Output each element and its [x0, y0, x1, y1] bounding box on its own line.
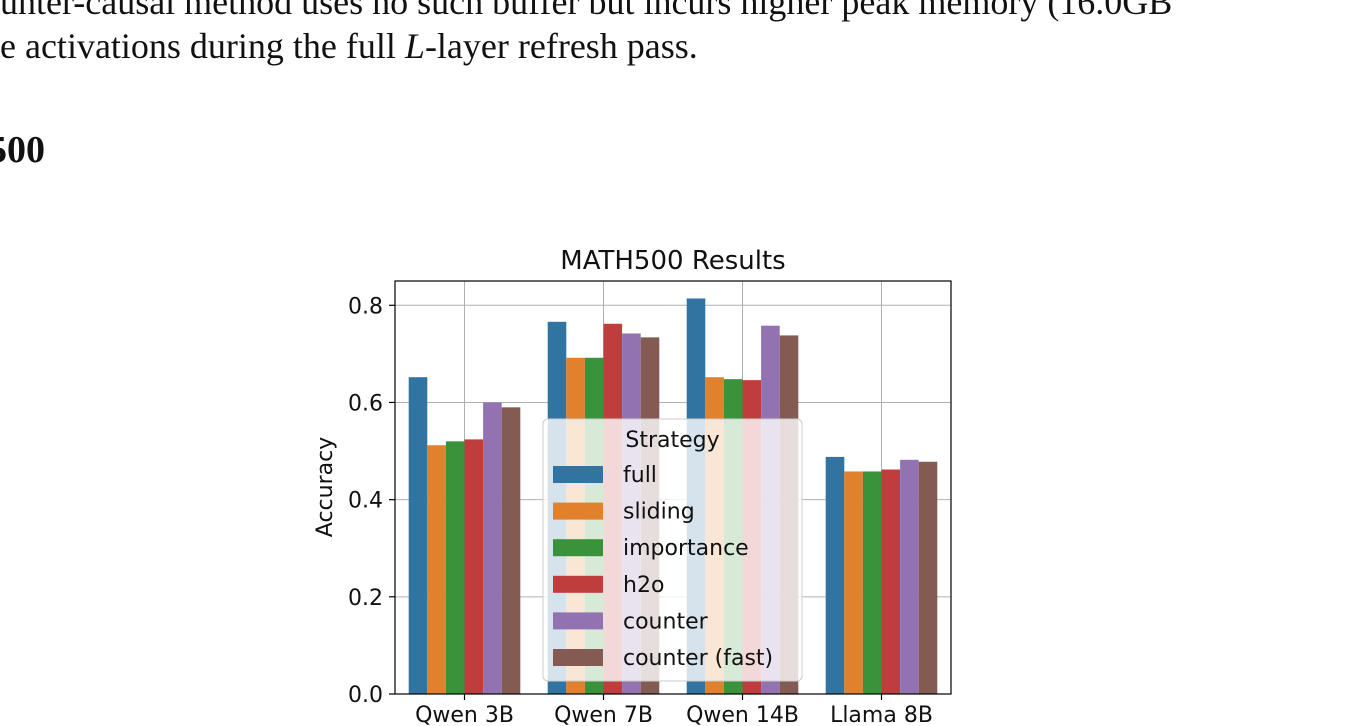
- x-tick-label: Qwen 3B: [415, 703, 514, 726]
- legend-swatch: [553, 612, 603, 630]
- y-tick-label: 0.8: [348, 294, 383, 319]
- legend-label: h2o: [623, 573, 664, 598]
- bar: [844, 471, 863, 694]
- bar: [408, 377, 428, 694]
- legend-title: Strategy: [625, 428, 719, 453]
- y-tick-label: 0.4: [348, 489, 383, 514]
- legend-label: full: [623, 463, 657, 488]
- bar: [427, 445, 446, 694]
- body-text-line-2-start: e activations during the full: [0, 26, 405, 66]
- legend-box: [542, 418, 803, 682]
- plot-frame: [394, 280, 952, 695]
- legend-label: importance: [623, 536, 749, 561]
- bar: [881, 469, 901, 694]
- bar: [900, 459, 919, 694]
- math-variable-l: L: [404, 26, 425, 66]
- legend: Strategy full sliding importance h2o counter c…: [542, 418, 803, 682]
- body-text-line-2-end: -layer refresh pass.: [424, 26, 698, 66]
- y-tick-label: 0.2: [348, 586, 383, 611]
- body-text-line-1: unter-causal method uses no such buffer …: [0, 0, 1173, 22]
- bar: [483, 402, 502, 694]
- y-tick-label: 0.0: [348, 683, 383, 708]
- x-tick-label: Qwen 14B: [686, 703, 799, 726]
- section-heading: 500: [0, 129, 45, 171]
- bar: [464, 439, 484, 694]
- chart-title: MATH500 Results: [560, 246, 785, 276]
- legend-label: counter (fast): [623, 646, 773, 671]
- legend-swatch: [553, 649, 603, 666]
- legend-label: counter: [623, 609, 709, 634]
- body-text-line-2: e activations during the full L-layer re…: [0, 25, 698, 67]
- y-axis-label: Accuracy: [313, 437, 338, 537]
- axis-ticks: 0.0 0.2 0.4 0.6 0.8 Qwen 3B Qwen 7B Qwen 14B Lla…: [348, 294, 933, 726]
- bar: [862, 471, 882, 694]
- legend-swatch: [553, 539, 603, 557]
- legend-label: sliding: [623, 500, 695, 525]
- legend-swatch: [553, 466, 603, 483]
- bar: [918, 461, 938, 694]
- legend-swatch: [553, 502, 603, 520]
- bar: [445, 441, 465, 694]
- bar: [825, 456, 845, 694]
- x-tick-label: Qwen 7B: [554, 703, 653, 726]
- x-tick-label: Llama 8B: [830, 703, 933, 726]
- bar: [501, 407, 521, 694]
- legend-swatch: [553, 575, 603, 593]
- y-tick-label: 0.6: [348, 391, 383, 416]
